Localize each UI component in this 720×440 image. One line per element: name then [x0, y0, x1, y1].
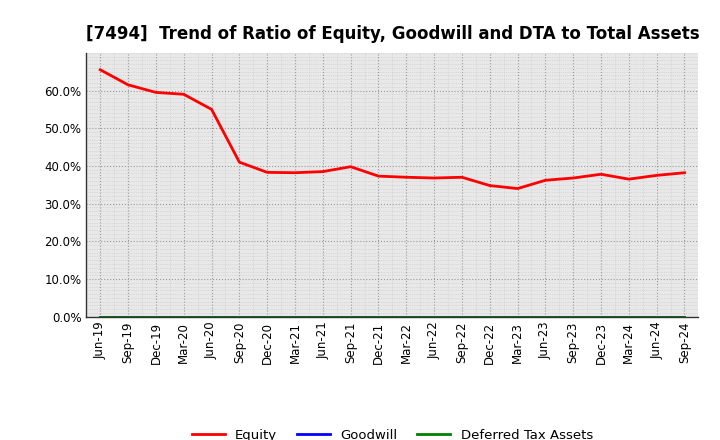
Deferred Tax Assets: [652, 314, 661, 319]
Goodwill: [541, 314, 550, 319]
Deferred Tax Assets: [402, 314, 410, 319]
Deferred Tax Assets: [318, 314, 327, 319]
Equity: [207, 107, 216, 112]
Goodwill: [179, 314, 188, 319]
Equity: [458, 175, 467, 180]
Line: Equity: Equity: [100, 70, 685, 189]
Equity: [179, 92, 188, 97]
Equity: [263, 170, 271, 175]
Deferred Tax Assets: [569, 314, 577, 319]
Goodwill: [624, 314, 633, 319]
Goodwill: [458, 314, 467, 319]
Deferred Tax Assets: [680, 314, 689, 319]
Deferred Tax Assets: [235, 314, 243, 319]
Goodwill: [152, 314, 161, 319]
Goodwill: [597, 314, 606, 319]
Equity: [152, 90, 161, 95]
Deferred Tax Assets: [152, 314, 161, 319]
Goodwill: [430, 314, 438, 319]
Equity: [597, 172, 606, 177]
Goodwill: [569, 314, 577, 319]
Deferred Tax Assets: [374, 314, 383, 319]
Equity: [430, 176, 438, 181]
Equity: [318, 169, 327, 174]
Deferred Tax Assets: [485, 314, 494, 319]
Goodwill: [291, 314, 300, 319]
Equity: [96, 67, 104, 73]
Equity: [235, 160, 243, 165]
Goodwill: [235, 314, 243, 319]
Deferred Tax Assets: [96, 314, 104, 319]
Title: [7494]  Trend of Ratio of Equity, Goodwill and DTA to Total Assets: [7494] Trend of Ratio of Equity, Goodwil…: [86, 25, 699, 43]
Deferred Tax Assets: [207, 314, 216, 319]
Deferred Tax Assets: [291, 314, 300, 319]
Goodwill: [402, 314, 410, 319]
Deferred Tax Assets: [346, 314, 355, 319]
Equity: [124, 82, 132, 88]
Goodwill: [96, 314, 104, 319]
Goodwill: [513, 314, 522, 319]
Deferred Tax Assets: [124, 314, 132, 319]
Equity: [402, 175, 410, 180]
Equity: [541, 178, 550, 183]
Goodwill: [485, 314, 494, 319]
Goodwill: [374, 314, 383, 319]
Equity: [291, 170, 300, 176]
Goodwill: [207, 314, 216, 319]
Goodwill: [346, 314, 355, 319]
Equity: [652, 173, 661, 178]
Equity: [624, 176, 633, 182]
Equity: [374, 173, 383, 179]
Deferred Tax Assets: [624, 314, 633, 319]
Equity: [346, 164, 355, 169]
Goodwill: [318, 314, 327, 319]
Goodwill: [680, 314, 689, 319]
Deferred Tax Assets: [179, 314, 188, 319]
Equity: [680, 170, 689, 176]
Equity: [485, 183, 494, 188]
Deferred Tax Assets: [513, 314, 522, 319]
Legend: Equity, Goodwill, Deferred Tax Assets: Equity, Goodwill, Deferred Tax Assets: [186, 424, 598, 440]
Goodwill: [263, 314, 271, 319]
Goodwill: [124, 314, 132, 319]
Deferred Tax Assets: [430, 314, 438, 319]
Equity: [569, 176, 577, 181]
Equity: [513, 186, 522, 191]
Deferred Tax Assets: [597, 314, 606, 319]
Deferred Tax Assets: [541, 314, 550, 319]
Goodwill: [652, 314, 661, 319]
Deferred Tax Assets: [458, 314, 467, 319]
Deferred Tax Assets: [263, 314, 271, 319]
